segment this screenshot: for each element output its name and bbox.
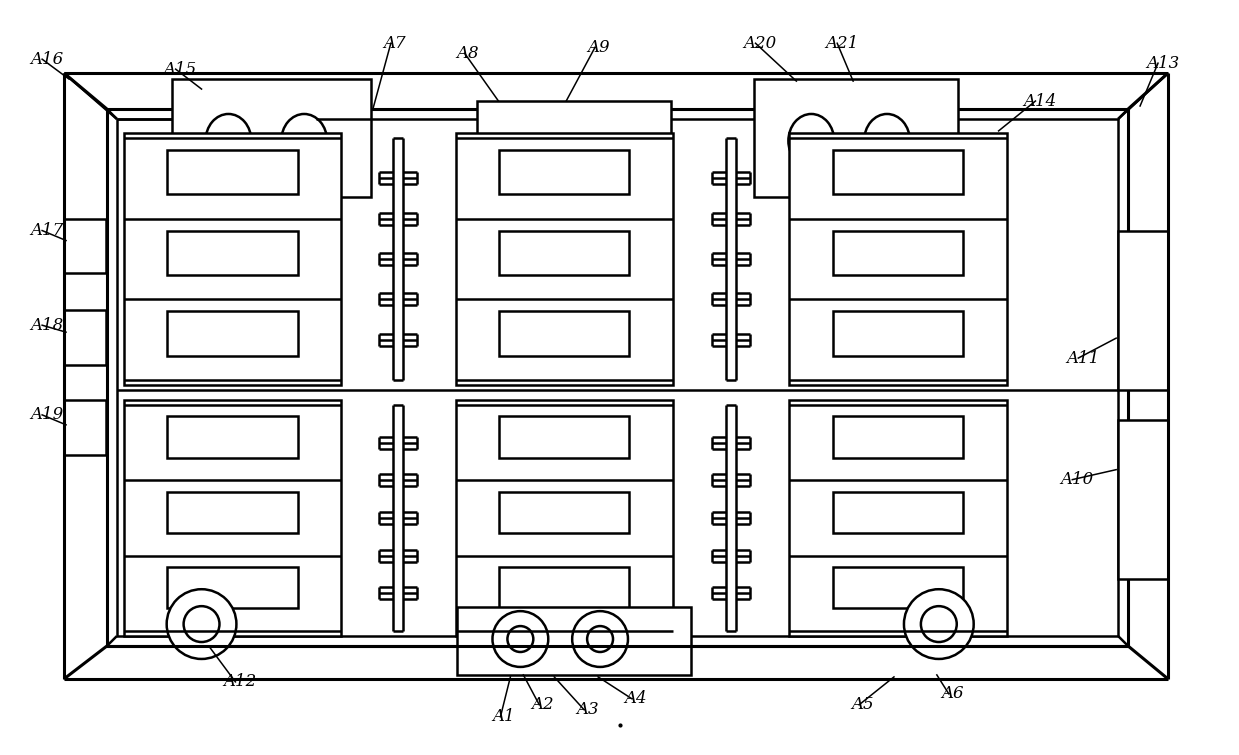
Bar (167, 492, 297, 533)
Bar (789, 133, 1006, 385)
Ellipse shape (864, 114, 909, 168)
Bar (833, 231, 963, 275)
Ellipse shape (788, 114, 834, 168)
Bar (833, 492, 963, 533)
Bar (124, 400, 341, 636)
Text: A3: A3 (576, 701, 598, 718)
Text: A1: A1 (492, 708, 515, 726)
Text: A2: A2 (532, 696, 554, 713)
Bar (499, 416, 629, 458)
Bar (1118, 420, 1168, 579)
Bar (477, 101, 670, 151)
Bar (456, 400, 673, 636)
Bar (1118, 230, 1168, 390)
Bar (124, 133, 341, 385)
Bar (107, 109, 1129, 646)
Bar (64, 400, 105, 455)
Text: A8: A8 (457, 45, 479, 62)
Text: A11: A11 (1067, 350, 1099, 367)
Ellipse shape (281, 114, 327, 168)
Bar (456, 133, 673, 385)
Bar (753, 79, 958, 196)
Text: A19: A19 (30, 406, 63, 424)
Text: A10: A10 (1061, 471, 1094, 488)
Text: A5: A5 (851, 696, 873, 713)
Text: A16: A16 (30, 51, 63, 68)
Bar (789, 400, 1006, 636)
Bar (833, 150, 963, 194)
Bar (167, 567, 297, 609)
Bar (833, 567, 963, 609)
Circle shape (167, 589, 237, 659)
Text: A20: A20 (743, 35, 777, 52)
Bar (64, 310, 105, 365)
Bar (172, 79, 370, 196)
Text: A6: A6 (940, 686, 964, 702)
Bar (499, 231, 629, 275)
Ellipse shape (206, 114, 252, 168)
Bar (167, 311, 297, 356)
Bar (499, 150, 629, 194)
Circle shape (572, 611, 628, 667)
Text: A14: A14 (1023, 93, 1057, 109)
Circle shape (492, 611, 549, 667)
Bar (457, 607, 690, 675)
Bar (833, 311, 963, 356)
Circle shape (508, 626, 533, 652)
Bar (499, 492, 629, 533)
Text: A9: A9 (587, 39, 610, 56)
Text: A12: A12 (223, 673, 256, 690)
Circle shape (921, 606, 957, 642)
Bar (167, 150, 297, 194)
Circle shape (183, 606, 219, 642)
Text: A21: A21 (825, 35, 859, 52)
Bar (499, 311, 629, 356)
Text: A13: A13 (1146, 54, 1180, 72)
Text: A17: A17 (30, 222, 63, 239)
Bar (833, 416, 963, 458)
Text: A7: A7 (383, 35, 405, 52)
Bar (167, 416, 297, 458)
Bar (116, 119, 1118, 636)
Circle shape (904, 589, 974, 659)
Bar (499, 567, 629, 609)
Text: A18: A18 (30, 316, 63, 334)
Bar (64, 219, 105, 273)
Text: A4: A4 (624, 690, 647, 707)
Circle shape (587, 626, 613, 652)
Text: A15: A15 (164, 60, 197, 78)
Bar (167, 231, 297, 275)
